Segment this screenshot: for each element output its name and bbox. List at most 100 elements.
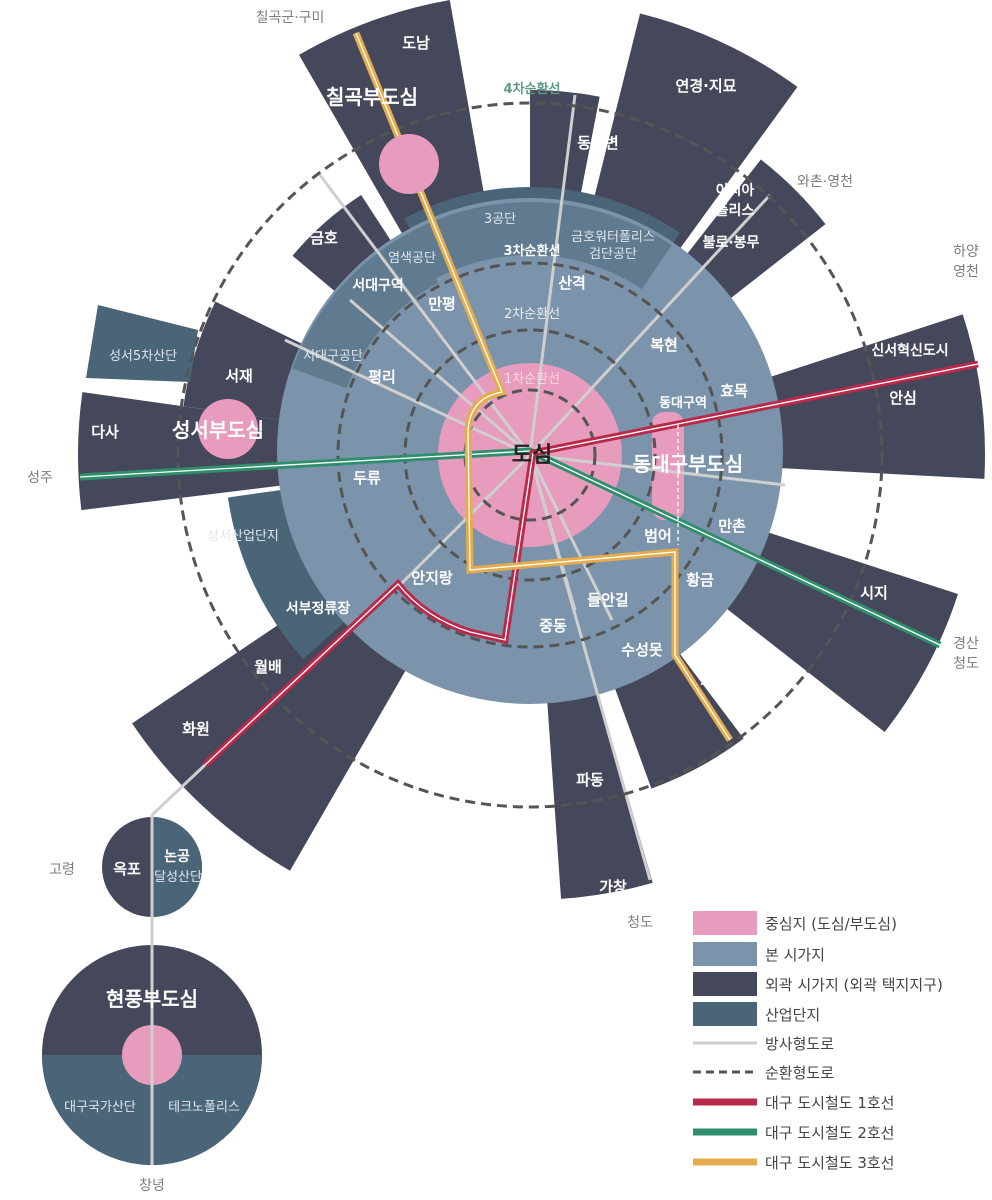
road-to-goryeong — [150, 763, 207, 817]
external-hayang: 하양 — [953, 244, 979, 260]
label-dongseobyeon: 동서변 — [577, 134, 618, 152]
legend: 중심지 (도심/부도심) 본 시가지 외곽 시가지 (외곽 택지지구) 산업단지… — [693, 911, 943, 1172]
label-bokhyeon: 복현 — [650, 336, 678, 354]
label-suseongmot: 수성못 — [621, 641, 663, 659]
label-geumho-waterpolis: 금호워터폴리스 — [571, 230, 655, 245]
external-yeongcheon: 영천 — [953, 264, 979, 280]
industrial-zone-north-overlay — [411, 202, 672, 290]
label-jungdong: 중동 — [539, 617, 567, 635]
radial-road-3 — [318, 174, 532, 456]
label-deulangil: 들안길 — [587, 591, 628, 609]
radial-road-7 — [528, 454, 614, 621]
label-nongong: 논공 — [164, 849, 190, 865]
radial-road-8 — [528, 454, 577, 611]
legend-swatch-outer — [693, 972, 757, 996]
center-seongseo: 성서부도심 — [172, 418, 264, 442]
ring-label-1: 1차순환선 — [504, 372, 560, 387]
label-duryu: 두류 — [353, 469, 381, 487]
label-technopolis: 테크노폴리스 — [168, 1100, 240, 1115]
label-seodaegu-station: 서대구역 — [352, 277, 404, 294]
ring-label-3: 3차순환선 — [504, 243, 561, 259]
metro-line-3 — [352, 31, 733, 742]
external-changnyeong: 창녕 — [139, 1178, 165, 1194]
label-gachang: 가창 — [599, 878, 627, 896]
legend-label-industry: 산업단지 — [765, 1006, 820, 1024]
label-seobu-terminal: 서부정류장 — [286, 600, 351, 617]
legend-label-line1: 대구 도시철도 1호선 — [765, 1094, 894, 1112]
label-dasa: 다사 — [91, 423, 119, 441]
external-cheongdo: 청도 — [627, 915, 653, 931]
center-dosim: 도심 — [512, 443, 552, 468]
legend-swatch-industry — [693, 1002, 757, 1026]
label-yeongyeong: 연경·지묘 — [676, 77, 737, 95]
label-ansim: 안심 — [889, 389, 917, 407]
wedge-dasa — [78, 392, 332, 511]
legend-label-radial: 방사형도로 — [765, 1035, 834, 1053]
label-bullo: 불로·봉무 — [703, 235, 760, 251]
legend-label-line3: 대구 도시철도 3호선 — [765, 1154, 894, 1172]
ring-road-3 — [336, 261, 724, 649]
center-chilgok: 칠곡부도심 — [326, 85, 418, 109]
label-asia-1: 이시아 — [716, 182, 755, 199]
ring-road-4 — [176, 101, 884, 809]
radial-road-1 — [528, 94, 577, 456]
wedge-sinseo-ansim — [720, 314, 985, 479]
external-cheongdo-east: 청도 — [953, 656, 979, 672]
center-hyeonpung: 현풍부도심 — [106, 987, 198, 1011]
label-manpyeong: 만평 — [428, 295, 456, 313]
ring-label-4: 4차순환선 — [504, 81, 561, 97]
label-geomdan: 검단공단 — [589, 247, 637, 262]
legend-swatch-main — [693, 942, 757, 966]
label-okpo: 옥포 — [113, 860, 141, 878]
dalseong-industrial-half — [152, 817, 202, 917]
center-dongdaegu: 동대구부도심 — [633, 452, 743, 476]
label-yeomsaek: 염색공단 — [388, 251, 436, 266]
industrial-zone-west-overlay — [292, 231, 439, 389]
seongseo-subcenter-circle — [198, 399, 258, 459]
radial-road-5 — [529, 453, 786, 487]
wedge-siji — [687, 516, 958, 733]
label-seongseo-industrial: 성서산업단지 — [207, 529, 279, 544]
label-beomeo: 범어 — [644, 527, 672, 545]
label-daegu-national: 대구국가산단 — [64, 1100, 136, 1115]
metro-line-1 — [202, 360, 979, 768]
radial-road-10 — [349, 298, 531, 457]
label-wolbae: 월배 — [254, 658, 282, 676]
legend-label-outer: 외곽 시가지 (외곽 택지지구) — [765, 976, 943, 994]
label-3gongdan: 3공단 — [484, 212, 516, 227]
radial-roads — [284, 94, 786, 881]
label-hwawon: 화원 — [182, 720, 210, 738]
label-sinseo: 신서혁신도시 — [871, 342, 948, 359]
radial-road-4 — [284, 338, 531, 457]
label-dalseong: 달성산단 — [154, 870, 202, 885]
external-seongju: 성주 — [27, 470, 53, 486]
label-hwanggeum: 황금 — [686, 571, 714, 589]
radial-road-9 — [398, 453, 532, 587]
label-donam: 도남 — [402, 34, 430, 52]
external-gyeongsan: 경산 — [953, 636, 979, 652]
label-seojae: 서재 — [225, 367, 253, 385]
label-padong: 파동 — [576, 771, 604, 789]
legend-label-core: 중심지 (도심/부도심) — [765, 915, 897, 933]
ring-road-1 — [463, 388, 597, 522]
label-sangyeok: 산격 — [558, 274, 586, 292]
wedge-wolbae-hwawon — [132, 566, 431, 871]
label-anjirang: 안지랑 — [411, 569, 453, 587]
legend-label-ring: 순환형도로 — [765, 1064, 834, 1082]
legend-label-main: 본 시가지 — [765, 946, 825, 964]
chilgok-subcenter-circle — [379, 134, 439, 194]
radial-road-2 — [528, 193, 772, 457]
external-chilgok-gumi: 칠곡군·구미 — [256, 10, 325, 26]
label-pyeongni: 평리 — [368, 368, 396, 386]
label-dongdaegu-station: 동대구역 — [659, 395, 707, 411]
label-siji: 시지 — [860, 584, 888, 602]
label-seongseo5: 성서5차산단 — [109, 349, 177, 364]
wedge-padong-gachang — [543, 647, 653, 899]
label-seodaegu-gongdan: 서대구공단 — [303, 349, 363, 364]
external-wachon-yeongcheon: 와촌·영천 — [797, 174, 853, 190]
external-goryeong: 고령 — [49, 862, 75, 878]
label-jisan: 지산 — [700, 672, 728, 690]
outer-wedges — [78, 0, 985, 899]
label-manchon: 만촌 — [718, 517, 746, 535]
label-geumho: 금호 — [310, 229, 338, 247]
